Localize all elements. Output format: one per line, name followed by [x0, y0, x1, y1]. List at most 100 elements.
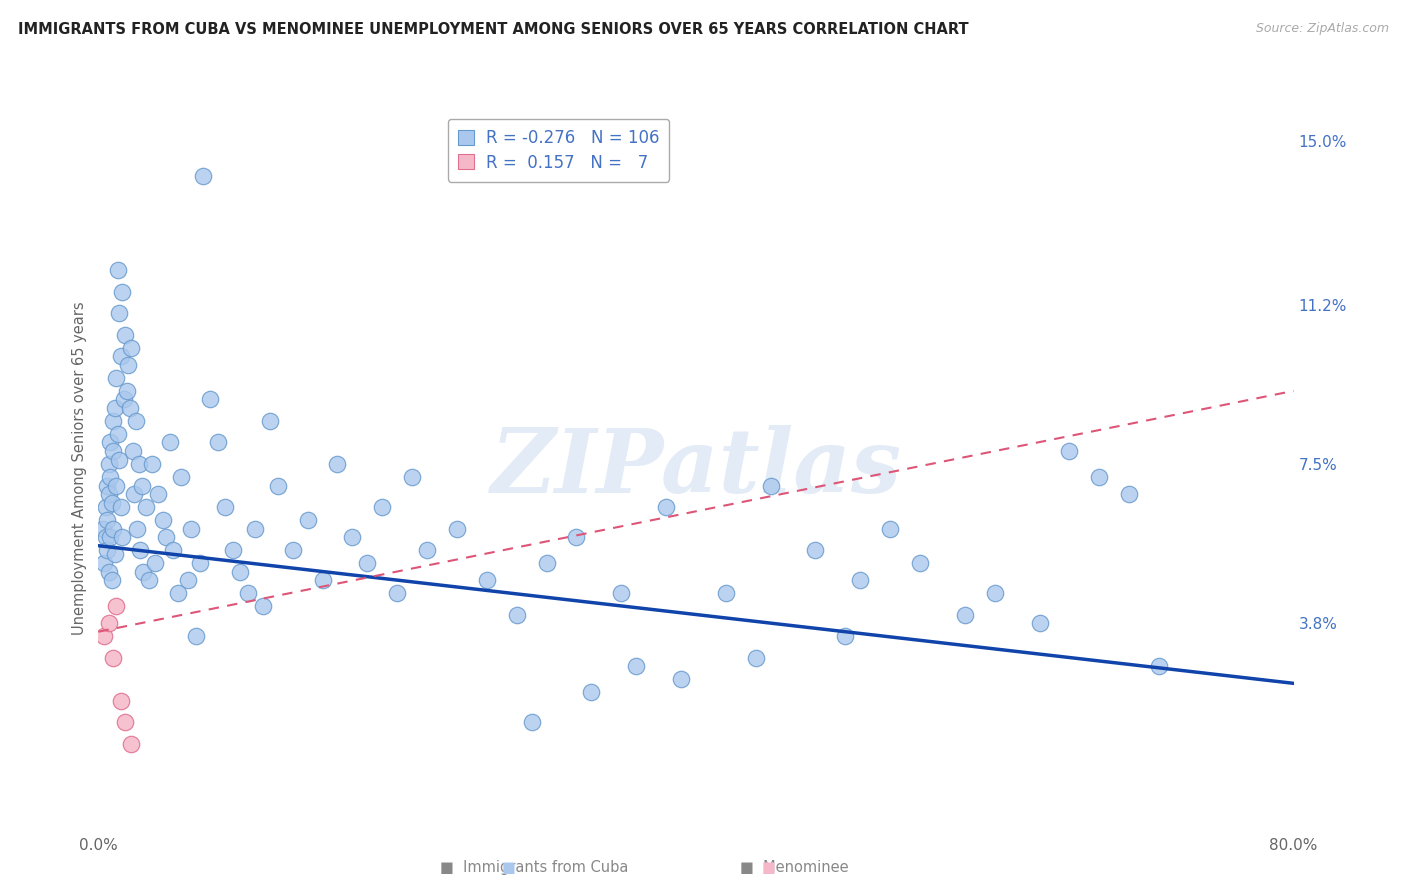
Point: [132, 565, 155, 579]
Point: [536, 556, 558, 570]
Point: [152, 513, 174, 527]
Point: [105, 371, 128, 385]
Point: [93, 556, 115, 570]
Point: [98, 530, 122, 544]
Point: [114, 328, 136, 343]
Point: [93, 629, 115, 643]
Point: [124, 487, 146, 501]
Point: [103, 522, 125, 536]
Point: [326, 457, 349, 471]
Point: [655, 500, 678, 514]
Point: [143, 556, 166, 570]
Point: [115, 384, 138, 398]
Point: [581, 685, 603, 699]
Point: [184, 629, 207, 643]
Point: [96, 478, 118, 492]
Point: [121, 444, 143, 458]
Point: [475, 573, 498, 587]
Point: [98, 470, 122, 484]
Point: [97, 457, 120, 471]
Point: [166, 586, 188, 600]
Point: [107, 263, 129, 277]
Point: [97, 487, 120, 501]
Point: [96, 543, 118, 558]
Point: [101, 496, 124, 510]
Point: [565, 530, 588, 544]
Point: [103, 414, 125, 428]
Point: [103, 650, 125, 665]
Point: [984, 586, 1007, 600]
Point: [520, 714, 543, 729]
Point: [110, 693, 132, 707]
Point: [105, 599, 128, 613]
Y-axis label: Unemployment Among Seniors over 65 years: Unemployment Among Seniors over 65 years: [72, 301, 87, 635]
Point: [1088, 470, 1111, 484]
Point: [1147, 659, 1170, 673]
Point: [131, 478, 153, 492]
Point: [267, 478, 290, 492]
Point: [804, 543, 827, 558]
Point: [236, 586, 259, 600]
Point: [416, 543, 439, 558]
Point: [111, 530, 134, 544]
Point: [135, 500, 157, 514]
Point: [207, 435, 229, 450]
Point: [1059, 444, 1081, 458]
Text: ■  Menominee: ■ Menominee: [740, 861, 849, 875]
Point: [155, 530, 177, 544]
Point: [714, 586, 737, 600]
Point: [91, 522, 114, 536]
Point: [129, 543, 152, 558]
Point: [103, 444, 125, 458]
Text: ■: ■: [502, 861, 516, 875]
Point: [112, 392, 135, 407]
Point: [953, 607, 976, 622]
Point: [446, 522, 468, 536]
Legend: R = -0.276   N = 106, R =  0.157   N =   7: R = -0.276 N = 106, R = 0.157 N = 7: [447, 119, 669, 182]
Point: [191, 169, 214, 183]
Point: [356, 556, 378, 570]
Point: [148, 487, 170, 501]
Point: [117, 358, 139, 372]
Point: [128, 457, 150, 471]
Point: [97, 616, 120, 631]
Point: [401, 470, 423, 484]
Point: [177, 573, 200, 587]
Point: [610, 586, 633, 600]
Point: [229, 565, 252, 579]
Point: [169, 470, 191, 484]
Point: [214, 500, 236, 514]
Point: [111, 285, 134, 299]
Point: [159, 435, 181, 450]
Point: [94, 530, 117, 544]
Point: [1118, 487, 1140, 501]
Point: [506, 607, 529, 622]
Point: [120, 341, 142, 355]
Point: [105, 478, 128, 492]
Point: [297, 513, 319, 527]
Point: [759, 478, 782, 492]
Point: [104, 547, 127, 561]
Point: [110, 500, 132, 514]
Point: [188, 556, 211, 570]
Text: ■: ■: [762, 861, 776, 875]
Point: [669, 672, 692, 686]
Point: [104, 401, 127, 416]
Text: ZIPatlas: ZIPatlas: [491, 425, 901, 511]
Text: ■  Immigrants from Cuba: ■ Immigrants from Cuba: [440, 861, 628, 875]
Point: [97, 565, 120, 579]
Point: [101, 573, 124, 587]
Point: [114, 714, 136, 729]
Point: [849, 573, 872, 587]
Point: [96, 513, 118, 527]
Text: IMMIGRANTS FROM CUBA VS MENOMINEE UNEMPLOYMENT AMONG SENIORS OVER 65 YEARS CORRE: IMMIGRANTS FROM CUBA VS MENOMINEE UNEMPL…: [18, 22, 969, 37]
Point: [127, 522, 149, 536]
Point: [120, 737, 142, 751]
Point: [110, 350, 132, 364]
Point: [138, 573, 160, 587]
Point: [879, 522, 901, 536]
Point: [626, 659, 648, 673]
Point: [259, 414, 281, 428]
Point: [98, 435, 122, 450]
Point: [385, 586, 409, 600]
